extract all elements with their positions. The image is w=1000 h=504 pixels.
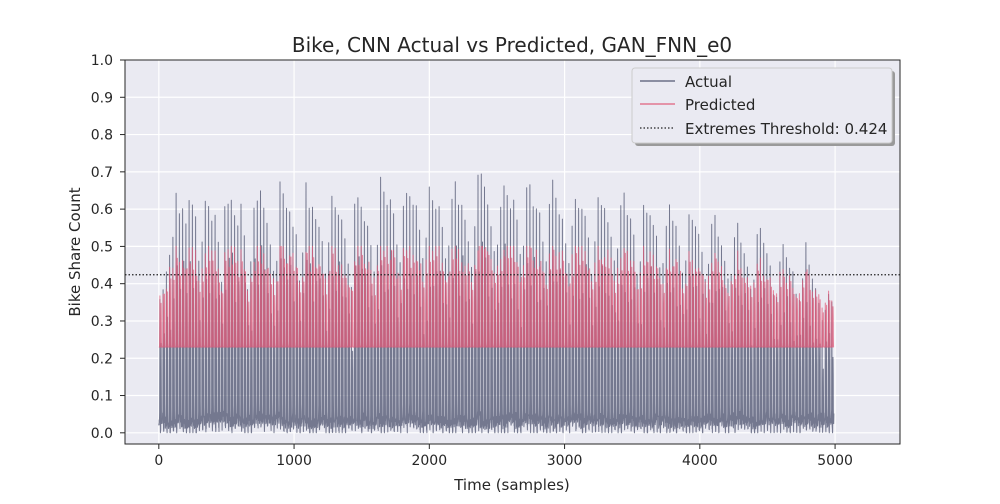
series-predicted-line — [158, 245, 835, 348]
x-tick-label: 2000 — [411, 453, 447, 469]
y-tick-label: 0.2 — [91, 351, 113, 367]
chart-title: Bike, CNN Actual vs Predicted, GAN_FNN_e… — [292, 33, 732, 57]
x-tick-label: 4000 — [682, 453, 718, 469]
y-tick-label: 1.0 — [91, 53, 113, 69]
y-tick-label: 0.1 — [91, 389, 113, 405]
x-tick-label: 3000 — [547, 453, 583, 469]
x-tick-label: 1000 — [276, 453, 312, 469]
plot-frame — [124, 59, 901, 445]
legend-label-threshold: Extremes Threshold: 0.424 — [685, 120, 887, 138]
x-axis: 0 1000 2000 3000 4000 5000 — [154, 444, 853, 469]
legend-label-actual: Actual — [685, 73, 732, 91]
x-axis-label: Time (samples) — [453, 476, 570, 494]
y-tick-label: 0.7 — [91, 165, 113, 181]
x-tick-label: 5000 — [817, 453, 853, 469]
legend-label-predicted: Predicted — [685, 96, 755, 114]
series-layer — [158, 173, 835, 434]
y-axis: 0.0 0.1 0.2 0.3 0.4 0.5 0.6 0.7 0.8 0.9 1.0 — [91, 53, 125, 442]
y-tick-label: 0.8 — [91, 128, 113, 144]
y-tick-label: 0.6 — [91, 202, 113, 218]
y-tick-label: 0.3 — [91, 314, 113, 330]
y-tick-label: 0.4 — [91, 277, 113, 293]
y-axis-label: Bike Share Count — [66, 187, 84, 316]
y-tick-label: 0.5 — [91, 239, 113, 255]
y-tick-label: 0.9 — [91, 90, 113, 106]
legend: Actual Predicted Extremes Threshold: 0.4… — [631, 67, 895, 146]
x-tick-label: 0 — [154, 453, 163, 469]
y-tick-label: 0.0 — [91, 426, 113, 442]
legend-box — [631, 67, 893, 144]
